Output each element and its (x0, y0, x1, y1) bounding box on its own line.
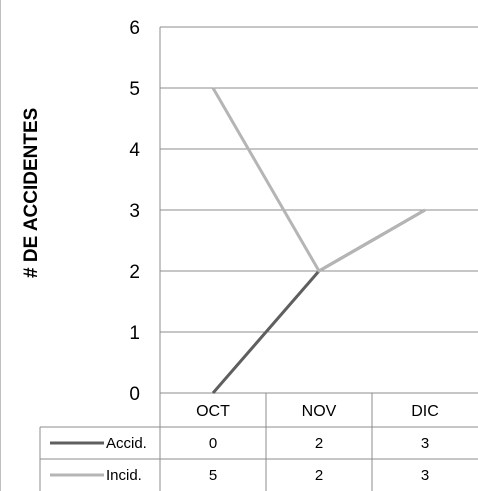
y-tick-label: 4 (129, 140, 140, 161)
y-axis-label: # DE ACCIDENTES (21, 107, 42, 278)
x-tick-label: DIC (411, 403, 439, 420)
x-tick-label: OCT (196, 403, 230, 420)
x-tick-label: NOV (302, 403, 337, 420)
legend-label: Accid. (106, 435, 147, 452)
legend-label: Incid. (106, 467, 142, 484)
table-value: 3 (421, 467, 429, 484)
table-value: 3 (421, 435, 429, 452)
y-tick-label: 3 (129, 201, 140, 222)
table-value: 2 (315, 435, 323, 452)
y-tick-label: 6 (129, 18, 140, 39)
y-tick-label: 5 (129, 79, 140, 100)
table-value: 5 (209, 467, 217, 484)
y-tick-label: 0 (129, 384, 140, 405)
series-line (211, 208, 426, 394)
y-tick-label: 1 (129, 323, 140, 344)
table-value: 0 (209, 435, 217, 452)
y-tick-label: 2 (129, 262, 140, 283)
series-line (211, 87, 426, 273)
table-value: 2 (315, 467, 323, 484)
